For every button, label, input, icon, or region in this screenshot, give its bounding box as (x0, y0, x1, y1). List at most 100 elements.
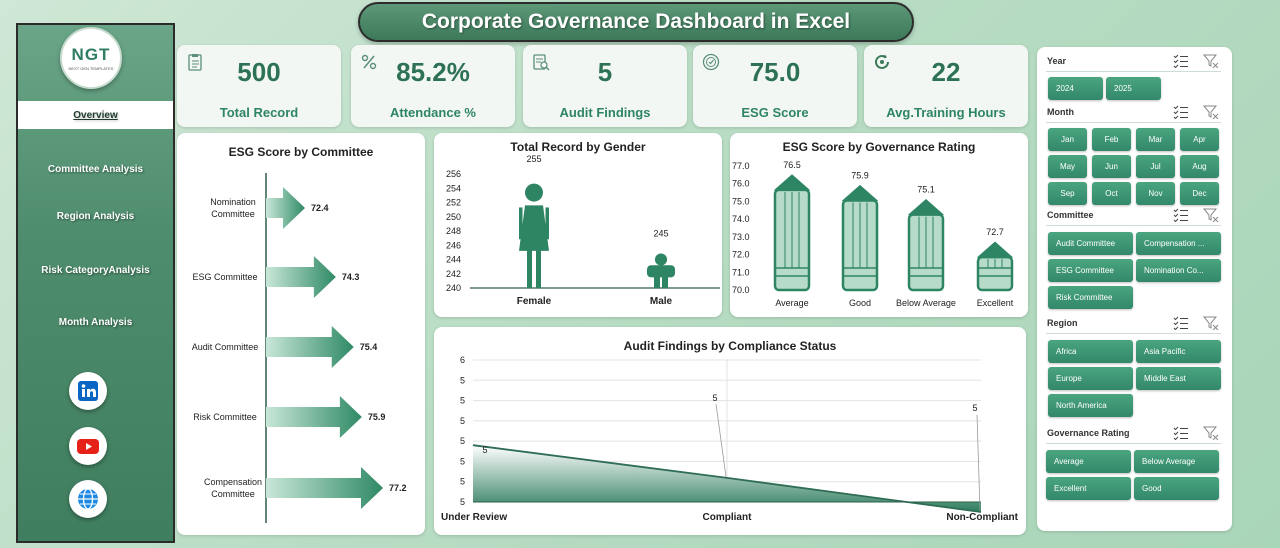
committee-arrow-shape (266, 396, 362, 438)
rating-value-label: 76.5 (783, 160, 801, 170)
chart-title: Total Record by Gender (510, 140, 646, 154)
kpi-value: 75.0 (749, 57, 801, 87)
committee-arrow-shape (266, 256, 336, 298)
year-chip[interactable]: 2024 (1048, 77, 1103, 100)
committee-arrow (266, 396, 362, 438)
rating-pencil (773, 174, 811, 292)
rating-ytick-label: 71.0 (732, 267, 750, 277)
nav-month-analysis[interactable]: Month Analysis (58, 316, 133, 328)
multi-select-icon[interactable] (1173, 54, 1189, 69)
website-button[interactable] (69, 480, 107, 518)
percent-icon (361, 54, 377, 70)
rating-slicer-header: Governance Rating (1046, 426, 1221, 444)
rating-chip[interactable]: Good (1134, 477, 1219, 500)
chart-title: ESG Score by Committee (228, 145, 374, 159)
committee-chip[interactable]: Nomination Co... (1136, 259, 1221, 282)
nav-region-analysis[interactable]: Region Analysis (56, 210, 135, 222)
kpi-esg-score: 75.0 ESG Score (693, 45, 857, 127)
clear-filter-icon[interactable] (1202, 54, 1219, 69)
area-value-label: 5 (482, 445, 487, 455)
kpi-label: Audit Findings (559, 105, 651, 120)
slicer-actions (1173, 316, 1219, 335)
slicer-label: Committee (1047, 210, 1094, 220)
committee-value-label: 72.4 (311, 203, 329, 213)
committee-label-line: Nomination (210, 197, 256, 207)
clear-filter-icon[interactable] (1202, 426, 1219, 441)
committee-label-line: Committee (211, 209, 255, 219)
month-chip[interactable]: May (1048, 155, 1087, 178)
kpi-audit-findings: 5 Audit Findings (523, 45, 687, 127)
month-chip[interactable]: Jan (1048, 128, 1087, 151)
rating-ytick-label: 72.0 (732, 250, 750, 260)
region-chip[interactable]: Africa (1048, 340, 1133, 363)
month-chip[interactable]: Nov (1136, 182, 1175, 205)
linkedin-button[interactable] (69, 372, 107, 410)
month-chip[interactable]: Dec (1180, 182, 1219, 205)
label-leader-line (715, 403, 727, 477)
region-chip[interactable]: Middle East (1136, 367, 1221, 390)
month-chip[interactable]: Apr (1180, 128, 1219, 151)
gender-ytick-label: 250 (446, 212, 461, 222)
rating-ytick-label: 75.0 (732, 196, 750, 206)
committee-chip[interactable]: Risk Committee (1048, 286, 1133, 309)
month-chip[interactable]: Sep (1048, 182, 1087, 205)
rating-chip[interactable]: Average (1046, 450, 1131, 473)
month-chip[interactable]: Jun (1092, 155, 1131, 178)
committee-chip[interactable]: ESG Committee (1048, 259, 1133, 282)
area-ytick-label: 5 (460, 396, 465, 406)
youtube-button[interactable] (69, 427, 107, 465)
rating-ytick-label: 76.0 (732, 179, 750, 189)
multi-select-icon[interactable] (1173, 316, 1189, 331)
multi-select-icon[interactable] (1173, 426, 1189, 441)
clear-filter-icon[interactable] (1202, 316, 1219, 331)
nav-overview[interactable]: Overview (18, 101, 173, 129)
esg-badge-icon (702, 53, 720, 71)
label-leader-line (976, 414, 981, 511)
clear-filter-icon[interactable] (1202, 208, 1219, 223)
multi-select-icon[interactable] (1173, 208, 1189, 223)
gender-ytick-label: 254 (446, 183, 461, 193)
region-chip[interactable]: Europe (1048, 367, 1133, 390)
month-chip[interactable]: Aug (1180, 155, 1219, 178)
kpi-value: 500 (237, 57, 281, 87)
region-chip[interactable]: Asia Pacific (1136, 340, 1221, 363)
gender-ytick-label: 252 (446, 198, 461, 208)
committee-arrow-chart: Nomination Committee 72.4 ESG Committee 74.3… (192, 173, 407, 523)
area-category-label: Under Review (441, 512, 507, 523)
month-chip[interactable]: Mar (1136, 128, 1175, 151)
area-ytick-label: 5 (460, 375, 465, 385)
multi-select-icon[interactable] (1173, 105, 1189, 120)
committee-chip[interactable]: Audit Committee (1048, 232, 1133, 255)
kpi-attendance: 85.2% Attendance % (351, 45, 515, 127)
gender-category-label: Male (650, 296, 673, 307)
pencil-tip (976, 241, 1014, 258)
region-chip[interactable]: North America (1048, 394, 1133, 417)
rating-chip[interactable]: Below Average (1134, 450, 1219, 473)
year-chip[interactable]: 2025 (1106, 77, 1161, 100)
month-chip[interactable]: Jul (1136, 155, 1175, 178)
pencil-tip (841, 184, 879, 201)
month-slicer-header: Month (1046, 105, 1221, 123)
year-slicer-header: Year (1046, 54, 1221, 72)
kpi-value: 85.2% (396, 57, 470, 87)
nav-committee-analysis[interactable]: Committee Analysis (47, 163, 144, 175)
area-ytick-label: 5 (460, 497, 465, 507)
month-chip[interactable]: Feb (1092, 128, 1131, 151)
month-chip[interactable]: Oct (1092, 182, 1131, 205)
committee-arrow-shape (266, 187, 305, 229)
committee-value-label: 74.3 (342, 272, 360, 282)
gender-ytick-label: 248 (446, 226, 461, 236)
nav-risk-category-analysis[interactable]: Risk CategoryAnalysis (41, 264, 150, 276)
region-slicer-header: Region (1046, 316, 1221, 334)
gender-ytick-label: 246 (446, 240, 461, 250)
youtube-icon (77, 439, 99, 454)
area-ytick-label: 6 (460, 355, 465, 365)
committee-slicer-header: Committee (1046, 208, 1221, 226)
committee-chip[interactable]: Compensation ... (1136, 232, 1221, 255)
committee-arrow (266, 187, 305, 229)
clear-filter-icon[interactable] (1202, 105, 1219, 120)
committee-arrow (266, 326, 354, 368)
sidebar: NGT NEXT GEN TEMPLATES Overview Committe… (16, 23, 175, 543)
rating-pencil (907, 198, 945, 292)
rating-chip[interactable]: Excellent (1046, 477, 1131, 500)
